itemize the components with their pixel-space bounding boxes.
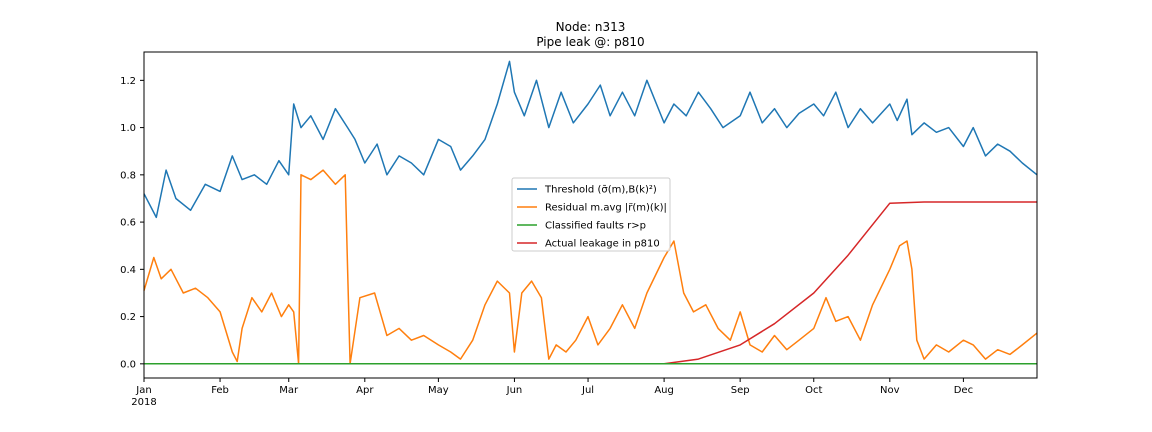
legend-box [511,177,671,252]
series-line [143,169,1038,365]
y-tick-label: 0.0 [120,359,136,370]
y-tick-label: 1.2 [120,76,136,87]
x-tick-label: Mar [279,385,299,396]
legend-entry: Residual m.avg |r̃(m)(k)| [545,202,667,214]
plot-area [143,60,1038,365]
x-tick-label: May [428,385,449,396]
chart-title: Node: n313 [556,20,626,34]
x-tick-label: Apr [356,385,374,396]
series-line [143,60,1038,219]
y-tick-label: 0.4 [120,265,136,276]
y-tick-label: 0.6 [120,218,136,229]
plot-frame [143,51,1038,379]
x-tick-label: Jul [581,385,594,396]
legend: Threshold (σ̄(m),B(k)²) Residual m.avg |r… [511,177,671,252]
y-tick-label: 1.0 [120,123,136,134]
y-axis: 0.0 0.2 0.4 0.6 0.8 1.0 1.2 [120,76,144,370]
x-axis-year-label: 2018 [131,397,156,408]
legend-entry: Classified faults r>p [545,221,646,232]
x-tick-label: Dec [954,385,973,396]
x-tick-label: Nov [880,385,900,396]
x-tick-label: Jun [506,385,523,396]
x-tick-label: Sep [731,385,750,396]
legend-entry: Threshold (σ̄(m),B(k)²) [544,185,657,196]
y-tick-label: 0.8 [120,170,136,181]
x-tick-label: Oct [805,385,822,396]
series-line [144,201,1037,365]
x-tick-label: Feb [211,385,229,396]
x-tick-label: Aug [654,385,674,396]
x-axis: Jan Feb Mar Apr May Jun Jul Aug Sep Oct Nov Dec [135,378,973,396]
chart-subtitle: Pipe leak @: p810 [536,35,644,49]
x-tick-label: Jan [135,385,151,396]
legend-entry: Actual leakage in p810 [545,239,660,250]
y-tick-label: 0.2 [120,312,136,323]
